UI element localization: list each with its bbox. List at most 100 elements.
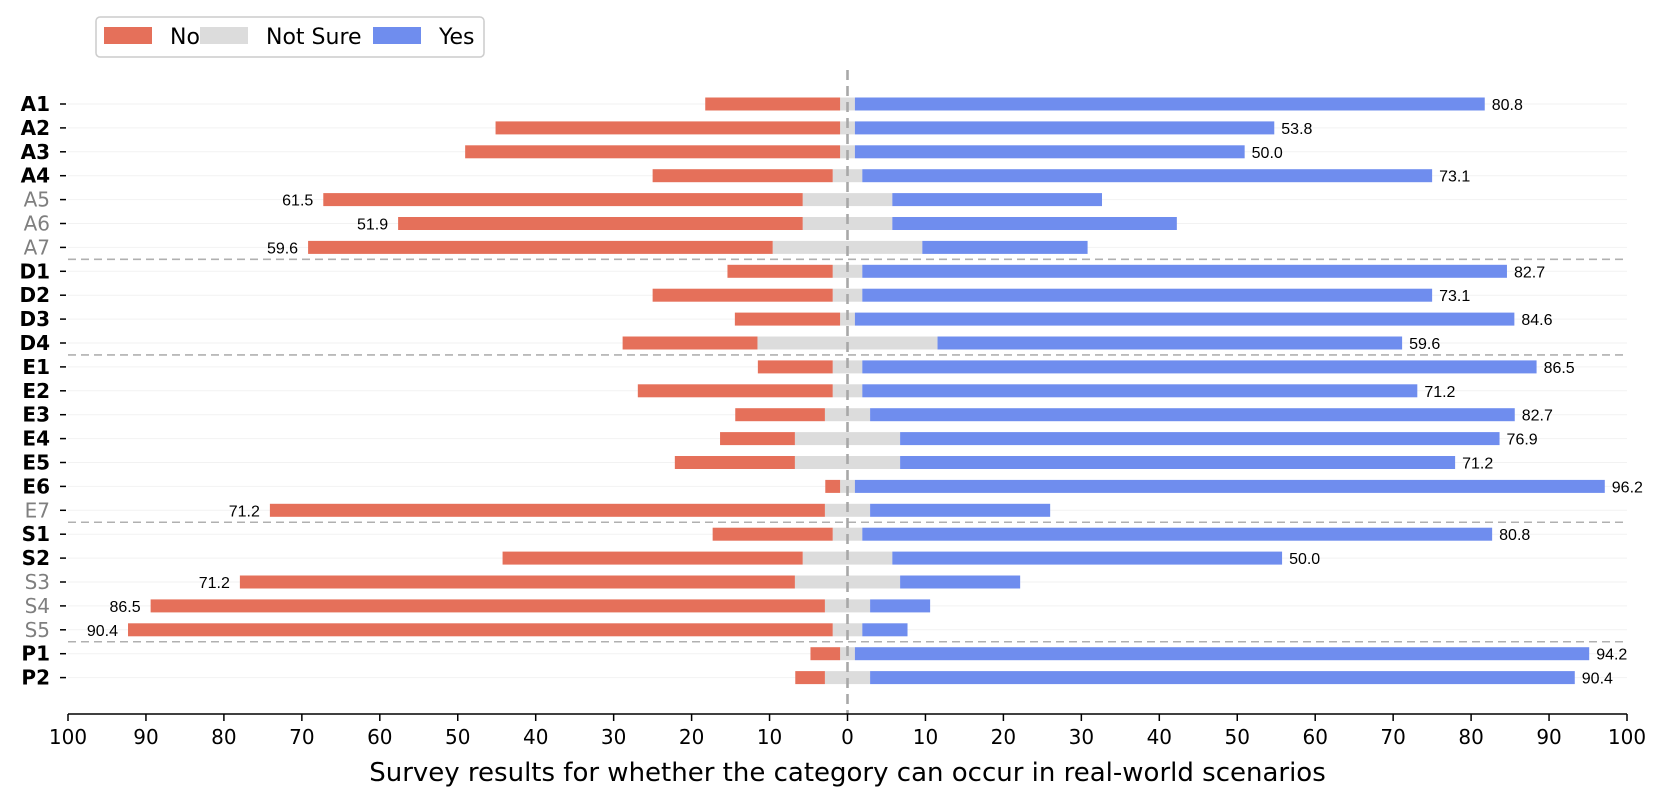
bar-no-e7 bbox=[269, 503, 825, 517]
bar-yes-a1 bbox=[854, 97, 1485, 111]
bar-yes-p2 bbox=[870, 671, 1575, 685]
bar-yes-a4 bbox=[862, 169, 1433, 183]
value-label-a4: 73.1 bbox=[1439, 169, 1470, 186]
legend-label-not-sure: Not Sure bbox=[266, 25, 362, 50]
y-tick-label-s1: S1 bbox=[22, 522, 50, 546]
x-tick-label: 100 bbox=[49, 725, 87, 749]
x-tick-label: 20 bbox=[679, 725, 704, 749]
bar-yes-a5 bbox=[892, 193, 1103, 207]
bar-no-p1 bbox=[810, 647, 841, 661]
value-label-a2: 53.8 bbox=[1281, 121, 1312, 138]
legend-swatch-yes bbox=[373, 27, 421, 44]
bar-no-a6 bbox=[398, 217, 803, 230]
bar-no-p2 bbox=[795, 671, 825, 685]
value-label-s1: 80.8 bbox=[1499, 527, 1530, 544]
bar-no-a3 bbox=[465, 145, 841, 159]
value-label-e1: 86.5 bbox=[1544, 360, 1575, 377]
value-label-a6: 51.9 bbox=[357, 217, 388, 234]
y-tick-label-d2: D2 bbox=[19, 283, 50, 307]
bar-yes-s2 bbox=[892, 551, 1283, 565]
value-label-e7: 71.2 bbox=[229, 503, 260, 520]
y-tick-label-a7: A7 bbox=[24, 235, 50, 259]
x-tick-label: 90 bbox=[133, 725, 158, 749]
x-tick-label: 20 bbox=[991, 725, 1016, 749]
value-label-e3: 82.7 bbox=[1522, 408, 1553, 425]
y-tick-label-d3: D3 bbox=[19, 307, 50, 331]
value-label-e6: 96.2 bbox=[1612, 479, 1643, 496]
bar-no-a5 bbox=[323, 193, 803, 207]
bar-not-sure-s5 bbox=[832, 623, 863, 637]
y-tick-label-e6: E6 bbox=[22, 474, 50, 498]
legend-label-no: No bbox=[170, 25, 200, 50]
bar-no-e3 bbox=[735, 408, 825, 422]
bar-no-s4 bbox=[150, 599, 825, 613]
bar-no-s3 bbox=[239, 575, 795, 589]
y-tick-label-s4: S4 bbox=[25, 594, 50, 618]
y-tick-label-e3: E3 bbox=[22, 403, 50, 427]
value-label-p2: 90.4 bbox=[1582, 671, 1613, 688]
y-tick-label-d4: D4 bbox=[19, 331, 50, 355]
bar-yes-e5 bbox=[900, 456, 1456, 469]
value-label-e2: 71.2 bbox=[1424, 384, 1455, 401]
x-tick-label: 60 bbox=[367, 725, 392, 749]
x-tick-label: 60 bbox=[1302, 725, 1327, 749]
x-axis-title: Survey results for whether the category … bbox=[369, 758, 1326, 788]
value-label-e4: 76.9 bbox=[1507, 432, 1538, 449]
bar-no-s1 bbox=[712, 527, 833, 541]
bar-no-a2 bbox=[495, 121, 841, 135]
x-tick-label: 80 bbox=[211, 725, 236, 749]
x-tick-label: 50 bbox=[1225, 725, 1250, 749]
bar-yes-s3 bbox=[900, 575, 1021, 589]
bar-yes-e3 bbox=[870, 408, 1515, 422]
value-label-s3: 71.2 bbox=[199, 575, 230, 592]
legend-label-yes: Yes bbox=[438, 25, 475, 50]
bar-yes-e2 bbox=[862, 384, 1418, 398]
bar-yes-d2 bbox=[862, 288, 1433, 302]
value-label-a7: 59.6 bbox=[267, 240, 298, 257]
value-label-p1: 94.2 bbox=[1596, 647, 1627, 664]
bar-yes-d3 bbox=[854, 312, 1515, 326]
bar-yes-a6 bbox=[892, 217, 1177, 230]
bar-yes-p1 bbox=[854, 647, 1590, 661]
bar-no-e5 bbox=[674, 456, 795, 469]
y-tick-label-a1: A1 bbox=[21, 92, 50, 116]
value-label-a5: 61.5 bbox=[282, 193, 313, 210]
value-label-d3: 84.6 bbox=[1521, 312, 1552, 329]
y-tick-label-s2: S2 bbox=[22, 546, 50, 570]
bar-no-d2 bbox=[652, 288, 833, 302]
value-label-e5: 71.2 bbox=[1462, 456, 1493, 473]
bar-no-e1 bbox=[757, 360, 833, 374]
bar-no-e2 bbox=[637, 384, 833, 398]
bar-yes-e4 bbox=[900, 432, 1500, 446]
legend-swatch-no bbox=[104, 27, 152, 44]
bar-no-d1 bbox=[727, 264, 833, 278]
y-tick-label-e5: E5 bbox=[22, 451, 50, 475]
bar-yes-s4 bbox=[870, 599, 931, 613]
value-label-d2: 73.1 bbox=[1439, 288, 1470, 305]
y-tick-label-p2: P2 bbox=[21, 666, 50, 690]
value-label-a1: 80.8 bbox=[1492, 97, 1523, 114]
y-tick-label-s5: S5 bbox=[25, 618, 50, 642]
bar-no-a4 bbox=[652, 169, 833, 183]
value-label-d4: 59.6 bbox=[1409, 336, 1440, 353]
bar-no-s5 bbox=[128, 623, 833, 637]
bar-no-e6 bbox=[825, 479, 841, 493]
bar-not-sure-p2 bbox=[824, 671, 871, 685]
y-tick-label-a3: A3 bbox=[21, 140, 50, 164]
x-tick-label: 80 bbox=[1458, 725, 1483, 749]
bar-yes-a2 bbox=[854, 121, 1275, 135]
x-tick-label: 30 bbox=[1069, 725, 1094, 749]
value-label-s2: 50.0 bbox=[1289, 551, 1320, 568]
bar-no-a7 bbox=[308, 240, 773, 254]
bar-yes-e1 bbox=[862, 360, 1537, 374]
x-tick-label: 90 bbox=[1536, 725, 1561, 749]
x-tick-label: 70 bbox=[1380, 725, 1405, 749]
y-tick-label-e7: E7 bbox=[25, 498, 50, 522]
x-tick-label: 100 bbox=[1608, 725, 1646, 749]
bar-no-s2 bbox=[502, 551, 803, 565]
y-tick-label-s3: S3 bbox=[25, 570, 50, 594]
value-label-s4: 86.5 bbox=[109, 599, 140, 616]
bar-yes-a7 bbox=[922, 240, 1088, 254]
